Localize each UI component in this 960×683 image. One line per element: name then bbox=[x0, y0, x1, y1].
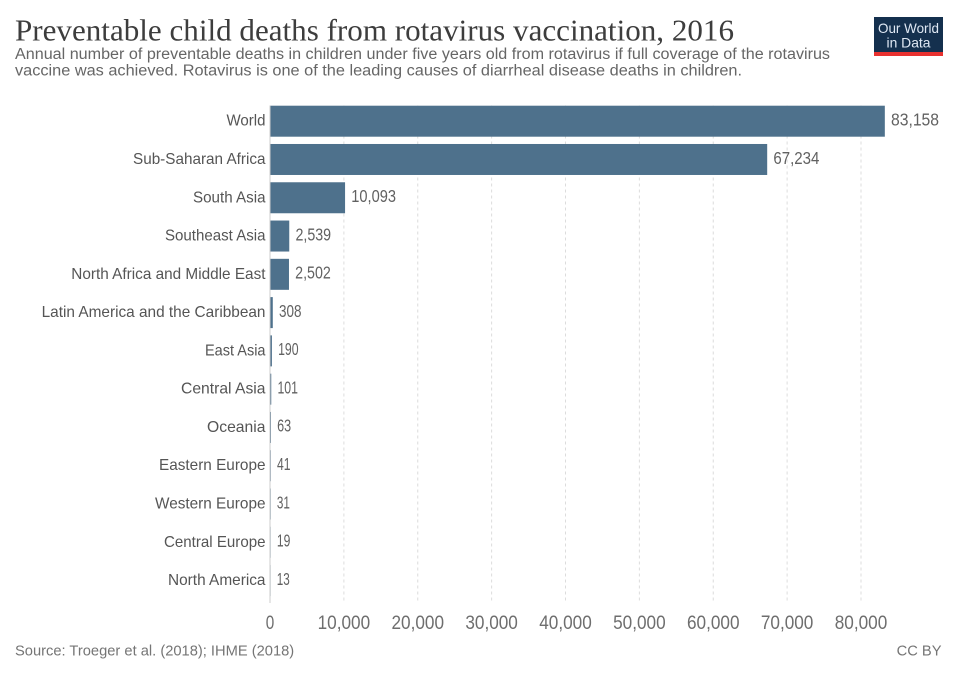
svg-text:40,000: 40,000 bbox=[539, 613, 592, 634]
svg-text:Central Asia: Central Asia bbox=[181, 381, 266, 398]
svg-text:East Asia: East Asia bbox=[205, 342, 266, 359]
svg-text:Preventable child deaths from: Preventable child deaths from rotavirus … bbox=[15, 13, 734, 47]
svg-text:Sub-Saharan Africa: Sub-Saharan Africa bbox=[133, 151, 266, 168]
svg-text:in Data: in Data bbox=[887, 35, 931, 50]
svg-text:83,158: 83,158 bbox=[891, 110, 939, 130]
svg-text:19: 19 bbox=[277, 531, 291, 551]
svg-text:13: 13 bbox=[277, 569, 290, 589]
svg-text:70,000: 70,000 bbox=[761, 613, 814, 634]
svg-text:0: 0 bbox=[266, 613, 275, 634]
svg-text:vaccine was achieved. Rotaviru: vaccine was achieved. Rotavirus is one o… bbox=[15, 62, 742, 79]
svg-text:Latin America and the Caribbea: Latin America and the Caribbean bbox=[42, 304, 266, 321]
svg-text:Western Europe: Western Europe bbox=[155, 496, 266, 513]
svg-text:CC BY: CC BY bbox=[897, 644, 942, 660]
svg-text:North America: North America bbox=[168, 572, 266, 589]
svg-text:60,000: 60,000 bbox=[687, 613, 740, 634]
svg-text:308: 308 bbox=[279, 301, 302, 321]
svg-text:80,000: 80,000 bbox=[835, 613, 888, 634]
svg-text:Source: Troeger et al. (2018);: Source: Troeger et al. (2018); IHME (201… bbox=[15, 644, 294, 660]
svg-text:31: 31 bbox=[277, 492, 290, 512]
svg-text:Southeast Asia: Southeast Asia bbox=[165, 228, 266, 245]
svg-text:Annual number of preventable d: Annual number of preventable deaths in c… bbox=[15, 46, 830, 63]
svg-text:30,000: 30,000 bbox=[465, 613, 518, 634]
svg-text:Our World: Our World bbox=[878, 21, 939, 36]
svg-text:Central Europe: Central Europe bbox=[164, 534, 266, 551]
svg-text:World: World bbox=[227, 113, 266, 130]
svg-text:63: 63 bbox=[277, 416, 291, 436]
svg-text:10,093: 10,093 bbox=[351, 186, 396, 206]
svg-text:41: 41 bbox=[277, 454, 291, 474]
svg-text:South Asia: South Asia bbox=[193, 189, 266, 206]
svg-text:2,539: 2,539 bbox=[295, 224, 331, 244]
svg-text:67,234: 67,234 bbox=[773, 148, 819, 168]
svg-text:10,000: 10,000 bbox=[318, 613, 371, 634]
svg-text:Eastern Europe: Eastern Europe bbox=[159, 457, 266, 474]
svg-text:20,000: 20,000 bbox=[392, 613, 445, 634]
svg-text:190: 190 bbox=[278, 339, 299, 359]
svg-text:50,000: 50,000 bbox=[613, 613, 666, 634]
svg-text:Oceania: Oceania bbox=[207, 419, 266, 436]
svg-text:101: 101 bbox=[277, 377, 298, 397]
svg-text:North Africa and Middle East: North Africa and Middle East bbox=[71, 266, 266, 283]
svg-text:2,502: 2,502 bbox=[295, 263, 331, 283]
